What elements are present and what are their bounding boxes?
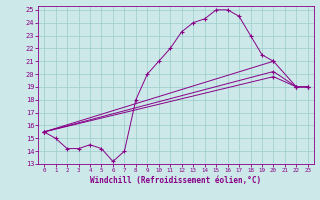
X-axis label: Windchill (Refroidissement éolien,°C): Windchill (Refroidissement éolien,°C) [91,176,261,185]
